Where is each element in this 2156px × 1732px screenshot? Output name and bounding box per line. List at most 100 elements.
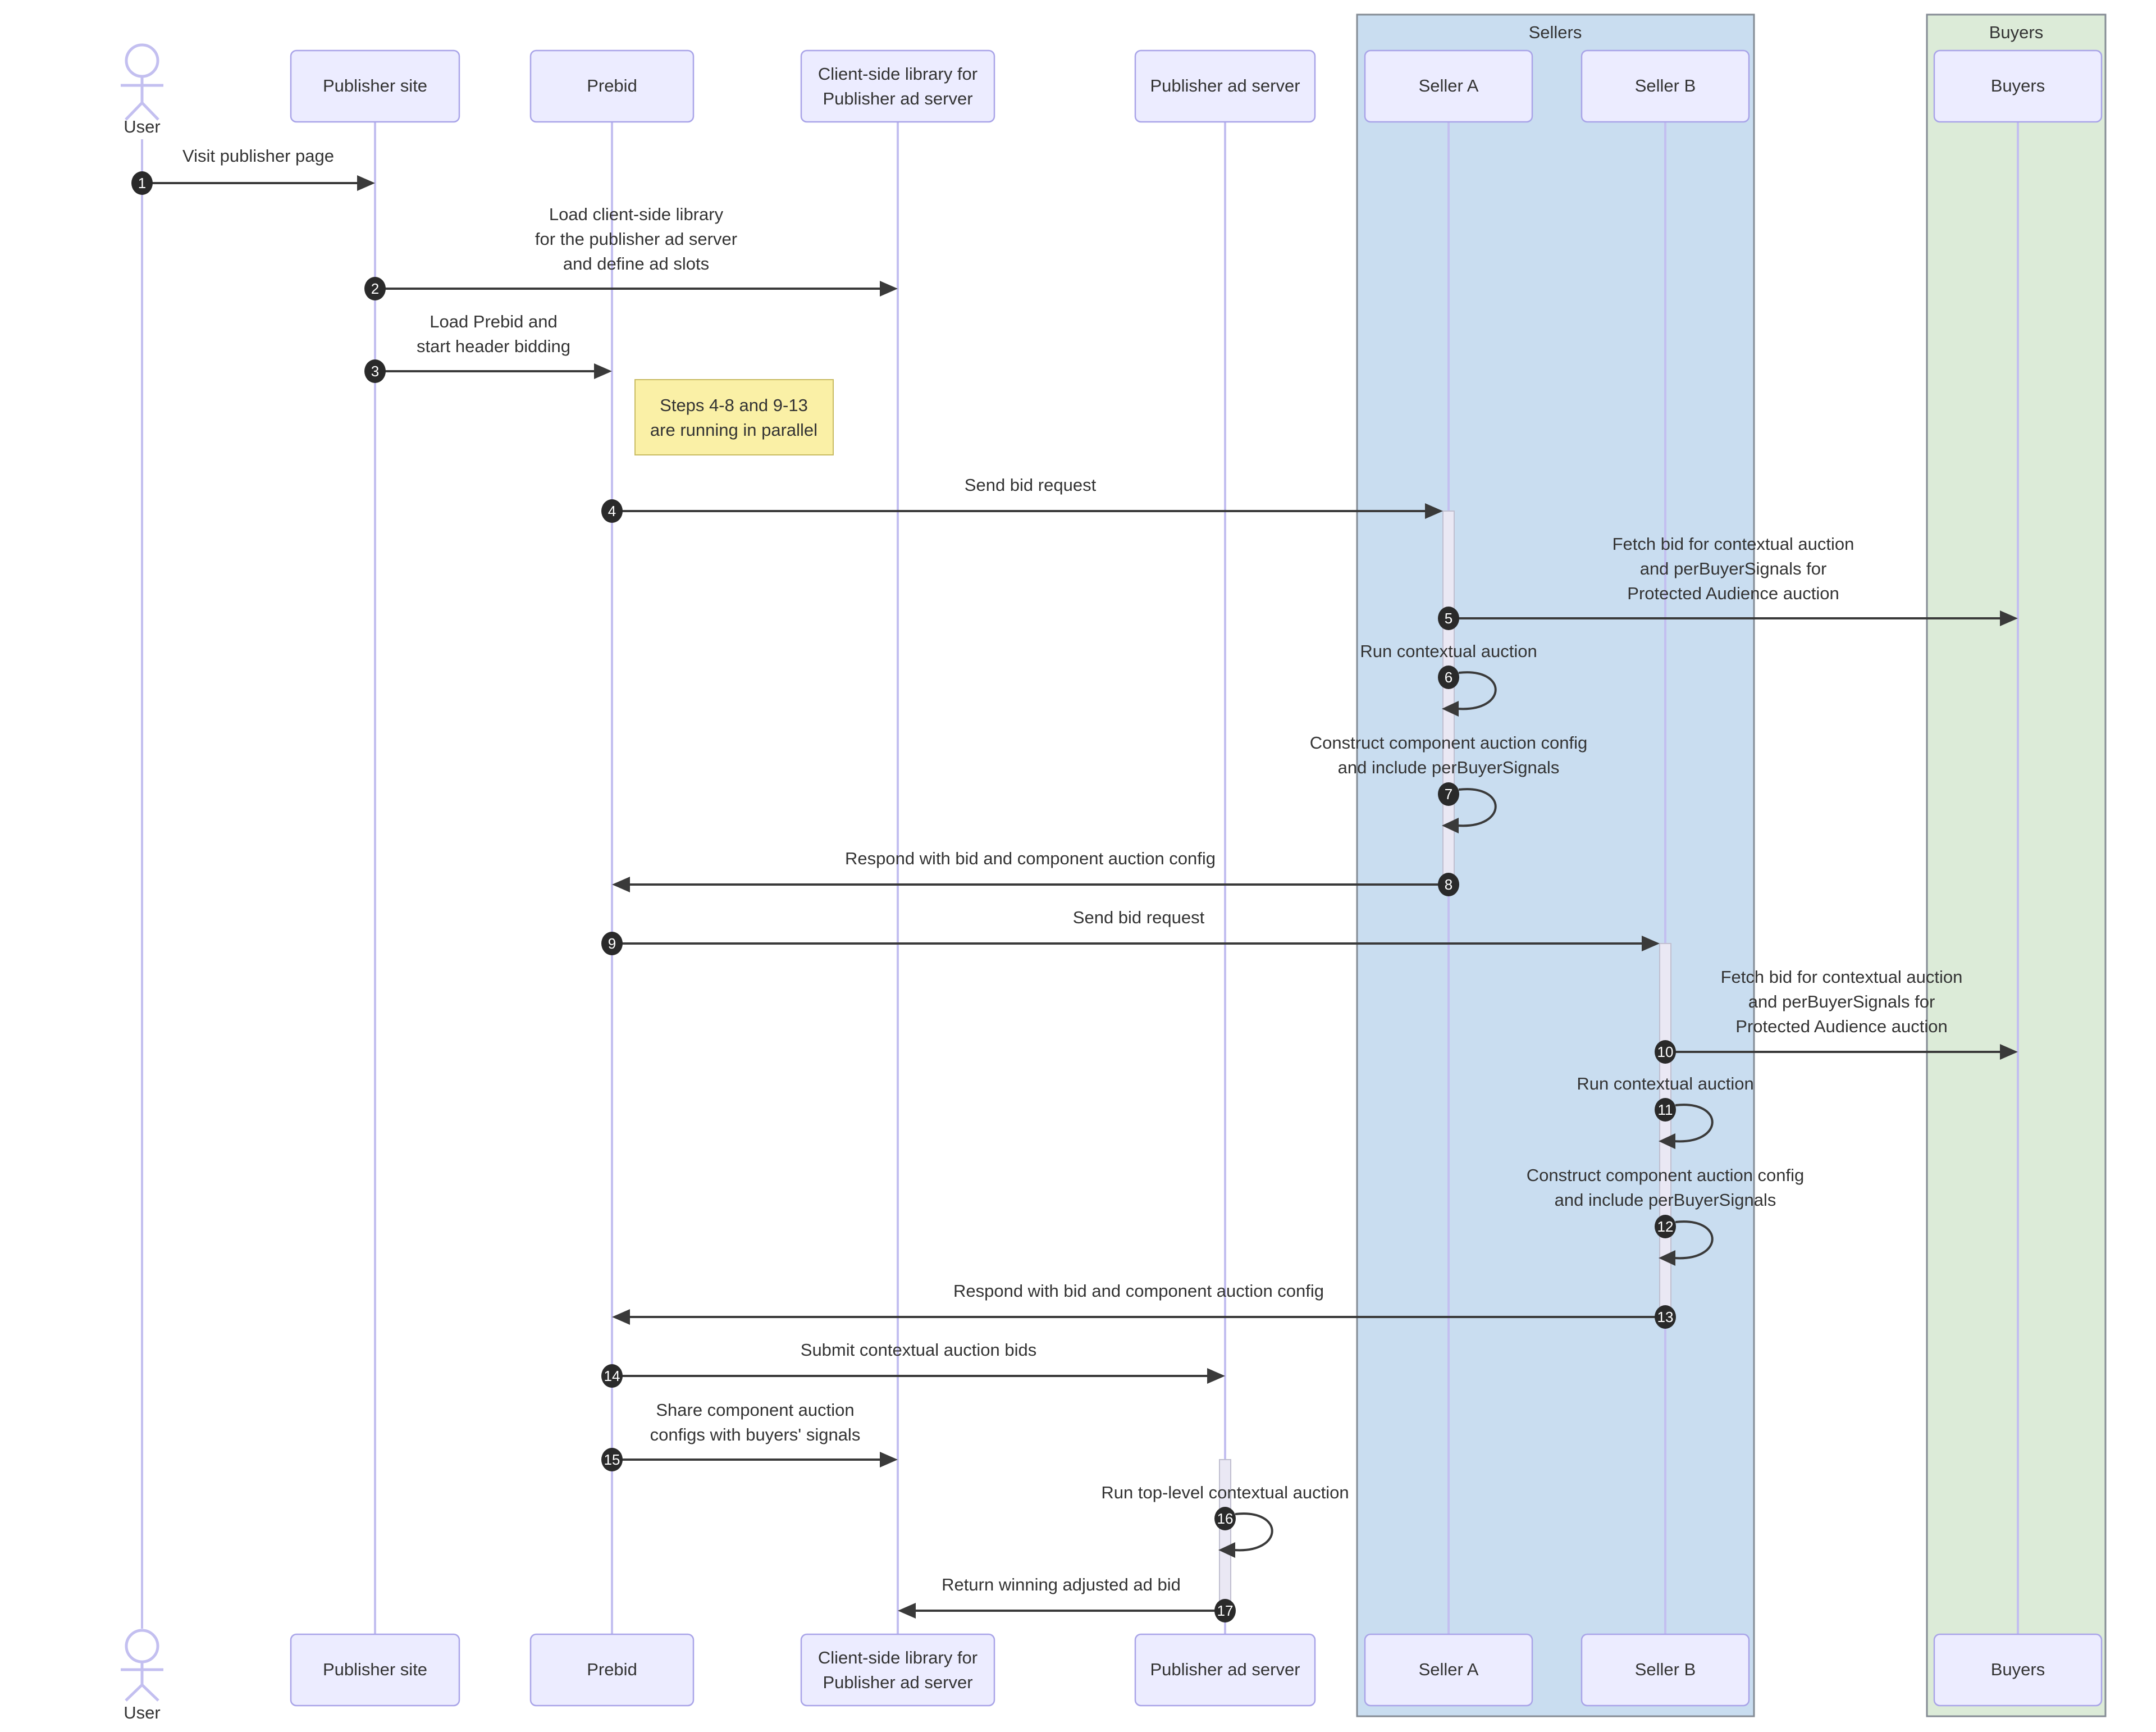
message-line: Run contextual auction: [1577, 1074, 1754, 1093]
participant-box-buyers-top: [1933, 49, 2103, 123]
message-line: Construct component auction config: [1309, 733, 1588, 753]
step-badge-3: 3: [364, 359, 386, 383]
step-badge-11: 11: [1655, 1098, 1676, 1122]
step-badge-7: 7: [1438, 782, 1459, 806]
message-line: and perBuyerSignals for: [1748, 992, 1935, 1011]
svg-text:17: 17: [1217, 1602, 1234, 1619]
participant-label-buyers-top: Buyers: [1990, 76, 2045, 95]
svg-text:7: 7: [1445, 786, 1452, 803]
svg-text:5: 5: [1445, 610, 1452, 627]
participant-box-seller-b-bottom: [1581, 1633, 1750, 1707]
self-loop-msg-11: [1659, 1104, 1714, 1149]
participant-label-client-side-library-top: Client-side library for Publisher ad ser…: [818, 62, 977, 111]
step-badge-6: 6: [1438, 666, 1459, 689]
participant-label-seller-a-bottom: Seller A: [1418, 1660, 1479, 1679]
buyers-group-rect: [1926, 13, 2107, 1717]
arrow-msg-17: [898, 1603, 1219, 1619]
message-line: and perBuyerSignals for: [1639, 559, 1827, 578]
message-label-16: Run top-level contextual auction: [1101, 1480, 1349, 1505]
message-line: Protected Audience auction: [1735, 1017, 1948, 1036]
svg-text:3: 3: [371, 363, 379, 380]
participant-label-publisher-ad-server-bottom: Publisher ad server: [1150, 1660, 1300, 1679]
step-badge-13: 13: [1655, 1305, 1676, 1329]
message-line: Return winning adjusted ad bid: [942, 1575, 1181, 1594]
step-badge-17: 17: [1214, 1599, 1236, 1622]
participant-label-publisher-site-bottom: Publisher site: [322, 1660, 428, 1679]
participant-label-seller-a-top: Seller A: [1418, 76, 1479, 95]
buyers-group-label: Buyers: [1989, 22, 2044, 42]
message-line: Load Prebid and: [430, 312, 558, 331]
participant-box-seller-a-bottom: [1364, 1633, 1533, 1707]
svg-text:1: 1: [138, 175, 146, 192]
message-line: Visit publisher page: [182, 146, 334, 166]
message-line: Protected Audience auction: [1627, 584, 1839, 603]
participant-box-seller-b-top: [1581, 49, 1750, 123]
step-badge-4: 4: [601, 499, 623, 523]
participant-box-buyers-bottom: [1933, 1633, 2103, 1707]
message-label-15: Share component auction configs with buy…: [650, 1398, 861, 1447]
step-badge-14: 14: [601, 1364, 623, 1388]
step-badge-16: 16: [1214, 1507, 1236, 1530]
sellers-group-label: Sellers: [1528, 22, 1582, 42]
participant-label-seller-b-top: Seller B: [1634, 76, 1696, 95]
message-label-5: Fetch bid for contextual auction and per…: [1613, 532, 1854, 606]
self-loop-msg-6: [1442, 671, 1497, 717]
message-label-2: Load client-side library for the publish…: [535, 202, 737, 276]
message-label-8: Respond with bid and component auction c…: [845, 846, 1216, 871]
message-line: Respond with bid and component auction c…: [844, 849, 1216, 868]
message-line: for the publisher ad server: [535, 229, 738, 249]
label-line: Publisher ad server: [823, 89, 973, 108]
participant-box-publisher-site-top: [290, 49, 460, 123]
message-line: Fetch bid for contextual auction: [1612, 534, 1854, 554]
message-line: Send bid request: [1072, 908, 1205, 927]
message-label-13: Respond with bid and component auction c…: [953, 1279, 1324, 1303]
message-line: configs with buyers' signals: [650, 1425, 861, 1444]
svg-text:13: 13: [1657, 1309, 1674, 1325]
participant-box-prebid-top: [529, 49, 695, 123]
message-line: start header bidding: [416, 336, 571, 356]
message-label-1: Visit publisher page: [182, 144, 334, 168]
self-loop-msg-12: [1659, 1220, 1714, 1266]
message-line: and include perBuyerSignals: [1337, 758, 1560, 777]
step-badge-1: 1: [131, 171, 153, 195]
participant-label-buyers-bottom: Buyers: [1990, 1660, 2045, 1679]
arrow-msg-14: [612, 1368, 1225, 1384]
arrow-msg-10: [1671, 1044, 2018, 1060]
svg-text:8: 8: [1445, 876, 1452, 893]
message-line: and define ad slots: [563, 254, 710, 274]
participant-label-user-top: User: [124, 117, 161, 136]
participant-box-client-side-library-bottom: [800, 1633, 995, 1707]
participant-box-publisher-ad-server-bottom: [1134, 1633, 1316, 1707]
arrow-msg-13: [612, 1309, 1660, 1325]
step-badge-2: 2: [364, 277, 386, 300]
participant-box-prebid-bottom: [529, 1633, 695, 1707]
svg-text:16: 16: [1217, 1510, 1234, 1527]
message-line: Send bid request: [964, 475, 1097, 495]
participant-label-prebid-top: Prebid: [587, 76, 637, 95]
message-line: Construct component auction config: [1526, 1165, 1805, 1185]
note-line: Steps 4-8 and 9-13: [660, 395, 808, 415]
message-label-17: Return winning adjusted ad bid: [942, 1573, 1181, 1597]
self-loop-msg-16: [1218, 1512, 1273, 1558]
participant-label-client-side-library-bottom: Client-side library for Publisher ad ser…: [818, 1646, 977, 1695]
message-label-12: Construct component auction config and i…: [1527, 1163, 1805, 1213]
message-label-10: Fetch bid for contextual auction and per…: [1721, 965, 1963, 1039]
participant-label-prebid-bottom: Prebid: [587, 1660, 637, 1679]
message-label-6: Run contextual auction: [1360, 639, 1537, 664]
svg-text:6: 6: [1445, 669, 1452, 686]
message-line: Share component auction: [656, 1400, 855, 1420]
message-line: Respond with bid and component auction c…: [953, 1281, 1324, 1301]
arrow-msg-15: [612, 1452, 898, 1467]
label-line: Publisher ad server: [823, 1672, 973, 1692]
message-line: Run top-level contextual auction: [1101, 1483, 1349, 1502]
participant-label-seller-b-bottom: Seller B: [1634, 1660, 1696, 1679]
participant-label-publisher-ad-server-top: Publisher ad server: [1150, 76, 1300, 95]
participant-box-client-side-library-top: [800, 49, 995, 123]
sellers-group-rect: [1356, 13, 1755, 1717]
arrow-msg-2: [375, 281, 898, 297]
note-line: are running in parallel: [650, 420, 818, 440]
label-line: Client-side library for: [817, 1648, 978, 1667]
svg-text:12: 12: [1657, 1218, 1674, 1235]
parallel-note-text: Steps 4-8 and 9-13 are running in parall…: [650, 393, 817, 443]
